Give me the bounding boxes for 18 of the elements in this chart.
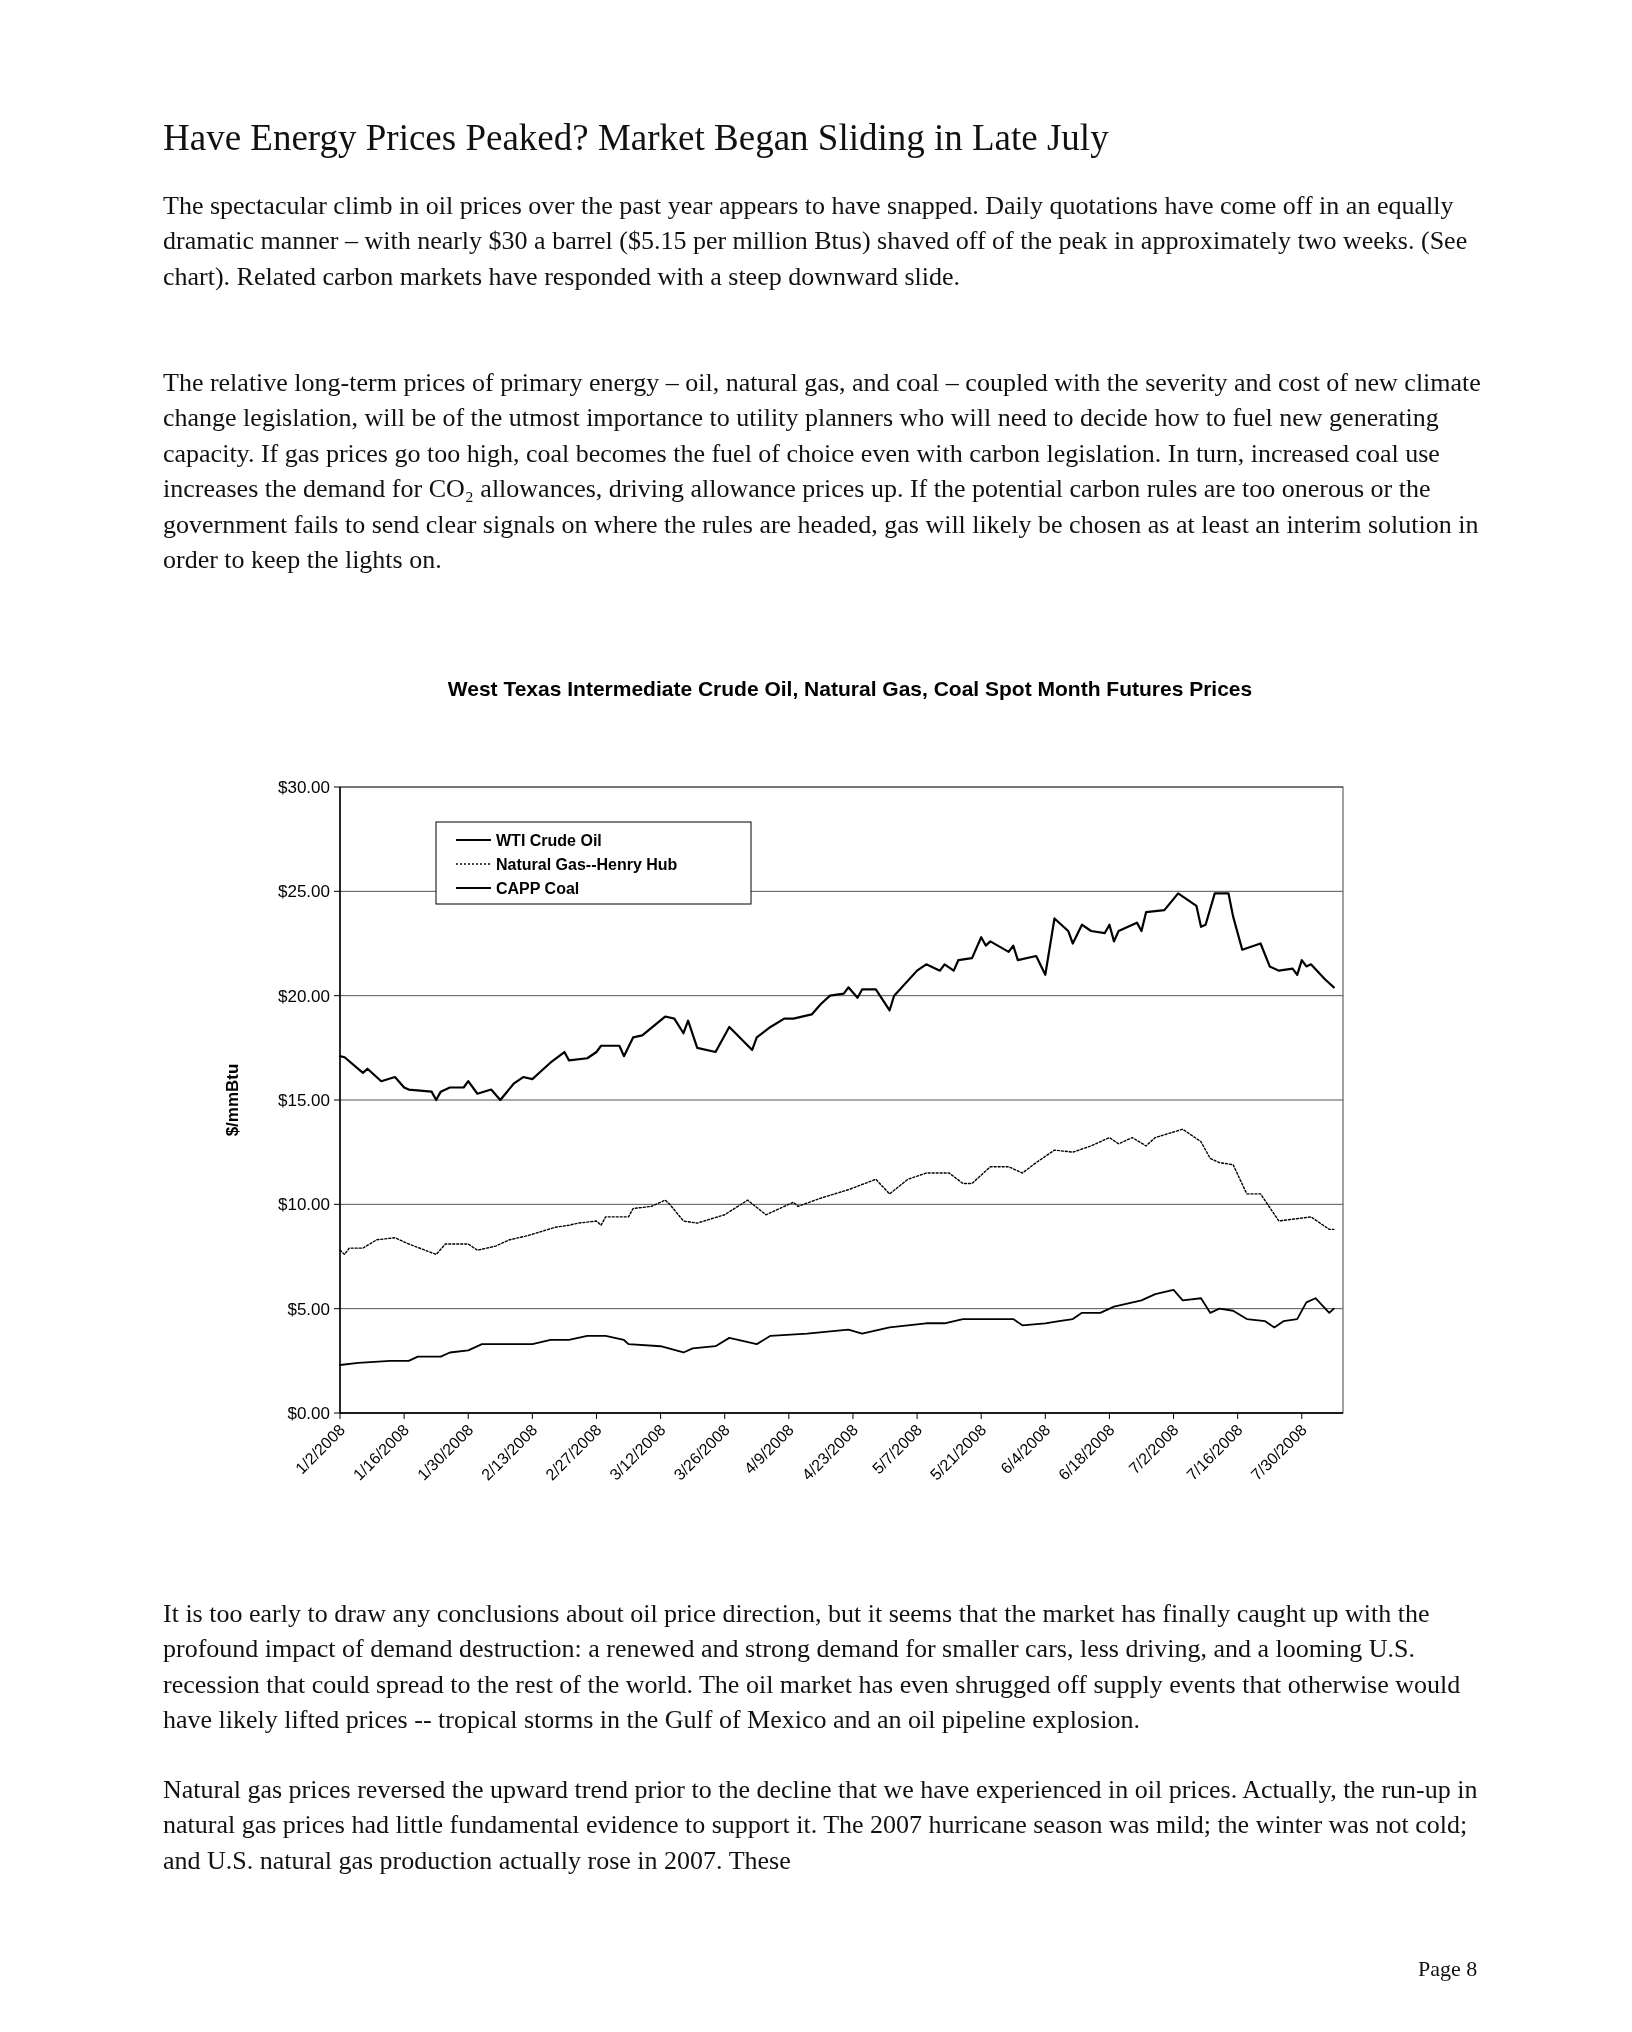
chart-title: West Texas Intermediate Crude Oil, Natural Gas, Coal Spot Month Futures Prices [447,677,1253,700]
y-tick-label: $20.00 [278,986,330,1006]
legend-label: Natural Gas--Henry Hub [496,855,678,873]
y-tick-label: $15.00 [278,1090,330,1110]
legend-label: CAPP Coal [496,879,580,897]
text: The relative long-term prices of primary energy – oil, natural gas, and coal – coupled with the severity and cost of new climate change legislation, will be of the utmost importance to utility planners who will need to decide how to fuel new generating capacity. If gas prices go too high, coal becomes the fuel of choice even with carbon legislation. In turn, increased coal use increases the demand for CO₂ allowances, driving allowance prices up. If the potential carbon rules are too onerous or the government fails to send clear signals on where the rules are headed, gas will likely be chosen as at least an interim solution in order to keep the lights on. [163,367,1482,577]
text: The spectacular climb in oil prices over the past year appears to have snapped. Daily quotations have come off in an equally dramatic manner – with nearly $30 a barrel ($5.15 per million Btus) shaved off of the peak in approximately two weeks. (See chart). Related carbon markets have responded with a steep downward slide. [163,190,1469,293]
text: Have Energy Prices Peaked? Market Began Sliding in Late July [163,116,1109,159]
text: Page 8 [1418,1956,1478,1982]
legend-label: WTI Crude Oil [496,831,602,849]
y-tick-label: $25.00 [278,882,330,902]
y-axis-title: $/mmBtu [223,1063,242,1137]
text: It is too early to draw any conclusions about oil price direction, but it seems that the market has finally caught up with the profound impact of demand destruction: a renewed and strong demand for smaller cars, less driving, and a looming U.S. recession that could spread to the rest of the world. The oil market has even shrugged off supply events that otherwise would have likely lifted prices -- tropical storms in the Gulf of Mexico and an oil pipeline explosion. [163,1598,1462,1737]
y-tick-label: $30.00 [278,777,330,797]
y-tick-label: $0.00 [287,1403,330,1423]
text: Natural gas prices reversed the upward trend prior to the decline that we have experienced in oil prices. Actually, the run-up in natural gas prices had little fundamental evidence to support it. The 2007 hurricane season was mild; the winter was not cold; and U.S. natural gas production actually rose in 2007. These [163,1774,1479,1877]
y-tick-label: $5.00 [287,1299,330,1319]
y-tick-label: $10.00 [278,1195,330,1215]
